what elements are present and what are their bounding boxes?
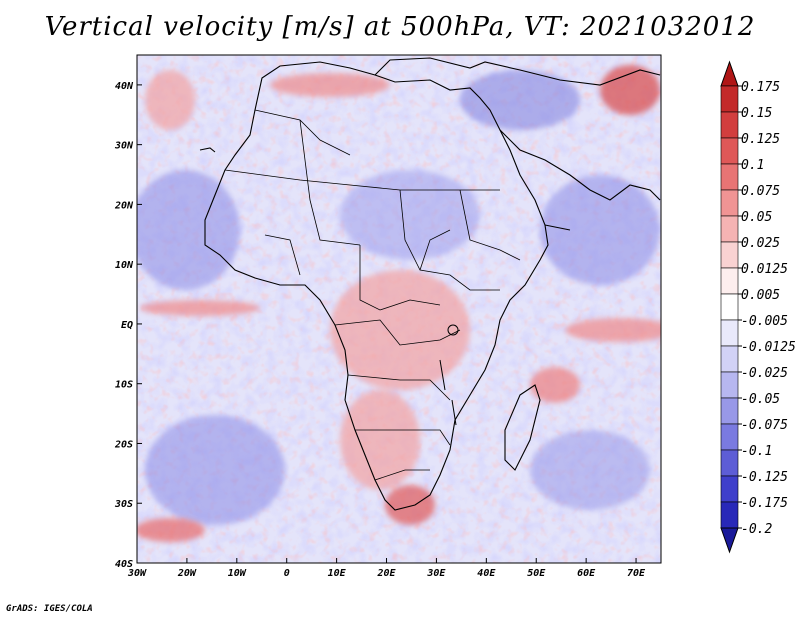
country-borders <box>224 109 521 481</box>
map-frame <box>136 54 662 564</box>
colorbar-label: 0.025 <box>741 236 780 251</box>
lat-tick-label: 30N <box>114 141 134 152</box>
colorbar-min-arrow <box>720 527 739 554</box>
colorbar-segment <box>720 293 739 321</box>
colorbar-label: 0.05 <box>741 210 772 225</box>
lon-tick-label: 60E <box>577 568 596 579</box>
vertical-velocity-field <box>137 55 661 563</box>
lon-tick-label: 10W <box>228 568 247 579</box>
colorbar-label: -0.175 <box>741 496 788 511</box>
lon-tick-label: 20E <box>376 568 396 579</box>
lon-tick-label: 70E <box>627 568 646 579</box>
colorbar-label: 0.0125 <box>741 262 788 277</box>
lat-tick-label: 20S <box>114 439 133 450</box>
colorbar-segment <box>720 215 739 243</box>
lat-tick-label: EQ <box>121 320 133 331</box>
colorbar-segment <box>720 85 739 113</box>
chart-title: Vertical velocity [m/s] at 500hPa, VT: 2… <box>44 12 756 42</box>
lakes <box>439 324 459 426</box>
colorbar-label: 0.175 <box>741 80 780 95</box>
lon-tick-label: 30E <box>426 568 446 579</box>
lat-tick-label: 40N <box>115 81 134 92</box>
lon-tick-label: 30W <box>127 568 147 579</box>
colorbar-label: -0.0125 <box>741 340 796 355</box>
colorbar-label: -0.125 <box>741 470 788 485</box>
colorbar-label: 0.075 <box>741 184 780 199</box>
colorbar-label: -0.005 <box>741 314 788 329</box>
coastlines <box>199 57 661 511</box>
longitude-axis: 30W 20W 10W 0 10E 20E 30E 40E 50E 60E 70E <box>127 558 646 579</box>
colorbar-label: -0.2 <box>741 522 772 537</box>
colorbar-label: -0.05 <box>741 392 780 407</box>
colorbar-label: 0.1 <box>741 158 764 173</box>
colorbar-segment <box>720 111 739 139</box>
colorbar-segment <box>720 397 739 425</box>
colorbar-segment <box>720 241 739 269</box>
lon-tick-label: 20W <box>177 568 197 579</box>
colorbar-label: 0.15 <box>741 106 772 121</box>
lon-tick-label: 0 <box>284 568 290 579</box>
colorbar-segment <box>720 423 739 451</box>
colorbar-label: -0.1 <box>741 444 772 459</box>
colorbar-label: -0.025 <box>741 366 788 381</box>
colorbar-segment <box>720 345 739 373</box>
lat-tick-label: 10N <box>115 260 134 271</box>
lat-tick-label: 20N <box>114 200 134 211</box>
lon-tick-label: 40E <box>477 568 496 579</box>
colorbar-segment <box>720 501 739 529</box>
colorbar-segment <box>720 189 739 217</box>
lon-tick-label: 10E <box>328 568 347 579</box>
colorbar-segment <box>720 319 739 347</box>
footer-credit: GrADS: IGES/COLA <box>6 604 93 614</box>
colorbar-segment <box>720 137 739 165</box>
colorbar-segment <box>720 163 739 191</box>
colorbar-label: 0.005 <box>741 288 780 303</box>
lon-tick-label: 50E <box>527 568 546 579</box>
colorbar-segment <box>720 267 739 295</box>
latitude-axis: 40N 30N 20N 10N EQ 10S 20S 30S 40S <box>114 81 142 570</box>
colorbar: 0.175 0.15 0.125 0.1 0.075 0.05 0.025 0.0125 0.0… <box>720 60 796 554</box>
colorbar-max-arrow <box>720 60 739 87</box>
colorbar-label: -0.075 <box>741 418 788 433</box>
colorbar-segment <box>720 371 739 399</box>
lat-tick-label: 30S <box>114 499 133 510</box>
lat-tick-label: 40S <box>115 559 133 570</box>
colorbar-segment <box>720 449 739 477</box>
colorbar-label: 0.125 <box>741 132 780 147</box>
colorbar-segment <box>720 475 739 503</box>
lat-tick-label: 10S <box>115 380 133 391</box>
